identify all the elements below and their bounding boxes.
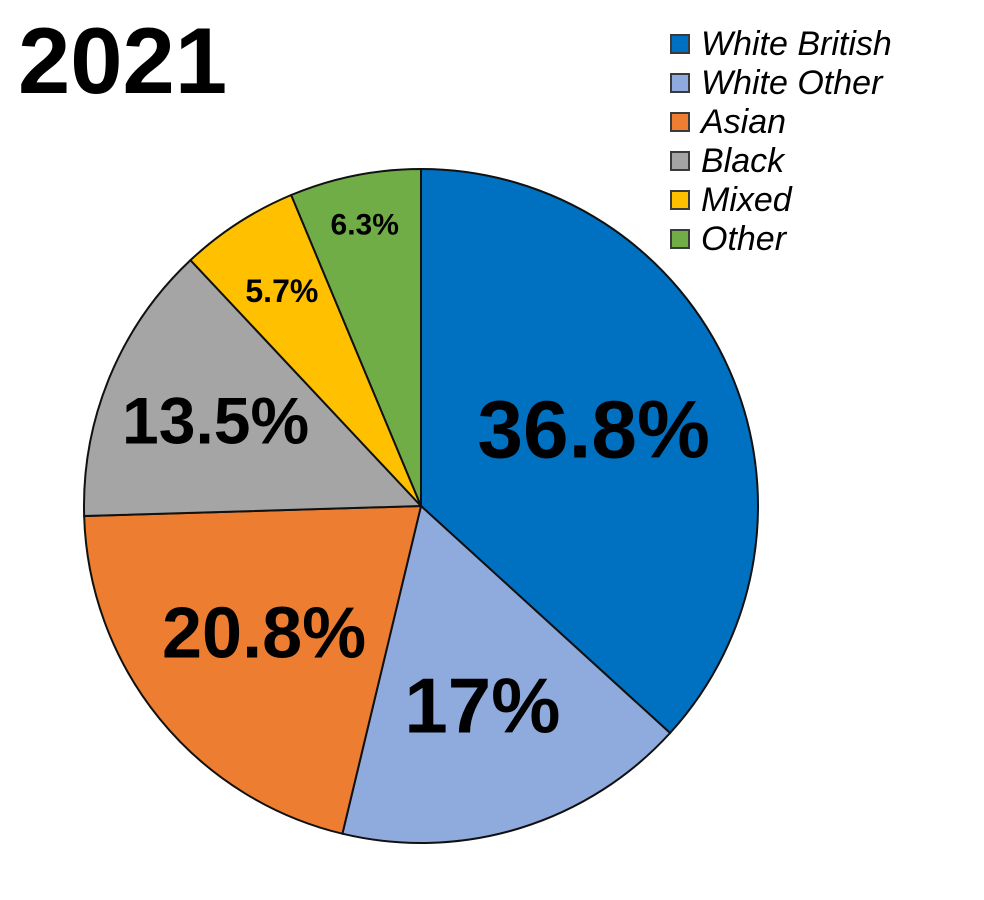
legend-swatch-asian (670, 111, 690, 132)
pie-labels: 36.8% 17% 20.8% 13.5% 5.7% 6.3% (122, 209, 710, 750)
legend-label-other: Other (701, 219, 787, 258)
data-label-asian: 20.8% (162, 594, 366, 674)
legend-swatch-black (670, 150, 690, 171)
legend-swatch-mixed (670, 189, 690, 210)
legend-item-white-british: White British (670, 24, 892, 63)
chart-title: 2021 (18, 8, 228, 113)
legend-item-asian: Asian (670, 102, 892, 141)
legend-label-asian: Asian (701, 102, 787, 141)
legend-label-mixed: Mixed (701, 180, 792, 219)
pie-slice-black (83, 258, 424, 518)
legend: White British White Other Asian Black Mixed O… (670, 24, 892, 258)
legend-label-black: Black (701, 141, 785, 180)
legend-label-white-british: White British (701, 24, 892, 63)
legend-item-white-other: White Other (670, 63, 892, 102)
data-label-other: 6.3% (331, 209, 399, 242)
data-label-white-british: 36.8% (477, 384, 710, 475)
data-label-white-other: 17% (404, 662, 560, 750)
pie-slice-asian (83, 504, 423, 835)
legend-item-mixed: Mixed (670, 180, 892, 219)
legend-swatch-other (670, 228, 690, 249)
pie-slice-white-other (341, 504, 672, 844)
legend-item-other: Other (670, 219, 892, 258)
pie-slice-white-british (420, 167, 759, 735)
pie-slice-other (289, 167, 422, 507)
legend-swatch-white-british (670, 33, 690, 54)
legend-item-black: Black (670, 141, 892, 180)
legend-swatch-white-other (670, 72, 690, 93)
legend-label-white-other: White Other (701, 63, 883, 102)
data-label-black: 13.5% (122, 384, 309, 458)
data-label-mixed: 5.7% (245, 273, 318, 309)
pie-slices (83, 167, 759, 844)
